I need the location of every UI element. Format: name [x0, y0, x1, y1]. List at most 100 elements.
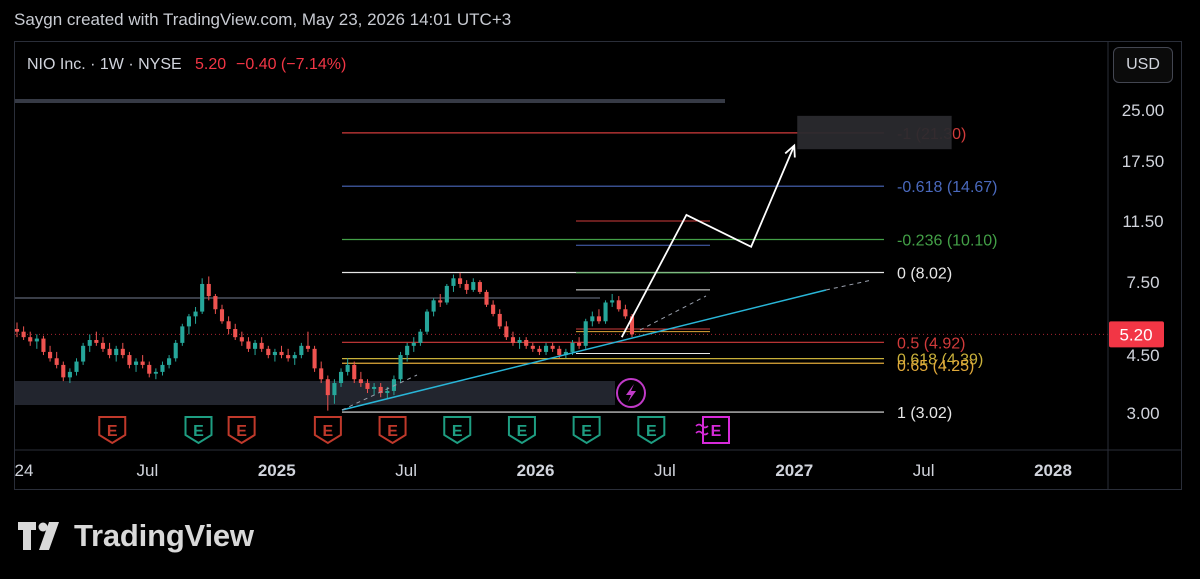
projection-arrowhead	[784, 143, 796, 158]
candle-body	[74, 361, 79, 372]
earnings-letter: E	[581, 423, 592, 440]
candle-body	[219, 309, 225, 322]
projection-path	[620, 145, 796, 338]
event-flash-icon[interactable]	[616, 378, 646, 408]
candle-body	[358, 379, 363, 384]
candle-body	[206, 283, 211, 297]
candle-body	[140, 361, 145, 365]
x-axis-tick-label: 24	[15, 461, 34, 480]
earnings-marker-red[interactable]: E	[313, 416, 342, 445]
earnings-badge-frame	[313, 416, 342, 445]
candle-body	[345, 364, 350, 372]
candle-body	[378, 386, 383, 394]
chart-caption: Saygn created with TradingView.com, May …	[14, 10, 512, 29]
candle-body	[28, 337, 33, 342]
candle-body	[305, 345, 311, 349]
currency-button[interactable]: USD	[1113, 47, 1173, 83]
candle-body	[563, 351, 568, 356]
candle-body	[504, 326, 509, 338]
legend-symbol: NIO Inc. · 1W · NYSE	[27, 56, 182, 73]
top-resistance-band	[15, 99, 725, 103]
candle-body	[530, 345, 535, 349]
candle-body	[372, 386, 377, 389]
y-axis-tick-label: 7.50	[1126, 273, 1159, 292]
earnings-letter: E	[387, 423, 398, 440]
candle-body	[398, 355, 403, 380]
earnings-marker-green[interactable]: E	[637, 416, 666, 445]
candle-body	[226, 321, 231, 330]
y-axis-tick-label: 4.50	[1126, 346, 1159, 365]
candle-body	[87, 339, 92, 346]
tradingview-logo: TradingView	[18, 516, 254, 556]
candle-body	[484, 291, 489, 305]
candle-body	[180, 326, 185, 343]
earnings-marker-red[interactable]: E	[98, 416, 127, 445]
candle-body	[616, 300, 621, 310]
candle-body	[114, 348, 119, 356]
candle-body	[623, 309, 628, 317]
trend-dashed-inner	[639, 295, 707, 331]
candle-body	[127, 355, 132, 365]
earnings-badge-frame	[572, 416, 601, 445]
candle-body	[54, 358, 59, 365]
earnings-marker-green[interactable]: E	[572, 416, 601, 445]
candle-body	[338, 371, 344, 384]
earnings-letter: E	[517, 423, 528, 440]
earnings-marker-green[interactable]: E	[507, 416, 536, 445]
earnings-marker-red[interactable]: E	[378, 416, 407, 445]
earnings-badge-frame	[227, 416, 256, 445]
candle-body	[100, 342, 106, 349]
candle-body	[239, 337, 244, 342]
earnings-marker-red[interactable]: E	[227, 416, 256, 445]
candle-body	[94, 339, 99, 343]
candle-body	[517, 339, 522, 343]
candle-body	[292, 355, 297, 359]
candle-body	[391, 379, 396, 391]
current-price-tag-label: 5.20	[1119, 325, 1152, 344]
tradingview-logo-icon	[18, 522, 59, 550]
candle-body	[603, 302, 608, 322]
candle-body	[557, 348, 562, 356]
candle-body	[438, 300, 443, 303]
candle-body	[246, 341, 251, 349]
candle-body	[61, 364, 66, 378]
earnings-marker-purple[interactable]: E	[695, 416, 730, 444]
candle-body	[590, 316, 595, 322]
support-zone	[15, 381, 615, 405]
candle-body	[213, 296, 218, 310]
earnings-letter: E	[107, 423, 118, 440]
x-axis-tick-label: Jul	[654, 461, 676, 480]
candle-body	[107, 348, 112, 356]
x-axis-tick-label: 2025	[258, 461, 296, 480]
candle-body	[233, 329, 238, 338]
earnings-marker-green[interactable]: E	[443, 416, 472, 445]
candle-body	[418, 331, 423, 343]
candle-body	[253, 342, 258, 349]
candle-body	[153, 371, 158, 374]
chart-frame	[14, 41, 1182, 490]
candle-body	[167, 358, 172, 365]
target-zone	[797, 115, 952, 150]
earnings-marker-green[interactable]: E	[184, 416, 213, 445]
fib-level-label: -0.236 (10.10)	[897, 233, 998, 250]
y-axis-tick-label: 17.50	[1122, 152, 1165, 171]
earnings-letter: E	[452, 423, 463, 440]
candle-body	[81, 345, 86, 362]
candle-body	[200, 283, 205, 312]
candle-body	[537, 348, 542, 352]
earnings-badge-frame	[443, 416, 472, 445]
candle-body	[596, 316, 601, 322]
candle-body	[464, 283, 469, 290]
candle-body	[550, 345, 555, 349]
candle-body	[431, 300, 436, 312]
candle-body	[312, 348, 317, 369]
earnings-letter: E	[711, 423, 722, 440]
candle-body	[67, 371, 72, 378]
legend-price: 5.20	[195, 56, 226, 73]
earnings-letter: E	[323, 423, 334, 440]
candle-body	[120, 348, 125, 356]
earnings-letter: E	[646, 423, 657, 440]
candle-body	[48, 351, 53, 359]
candle-body	[147, 364, 152, 374]
